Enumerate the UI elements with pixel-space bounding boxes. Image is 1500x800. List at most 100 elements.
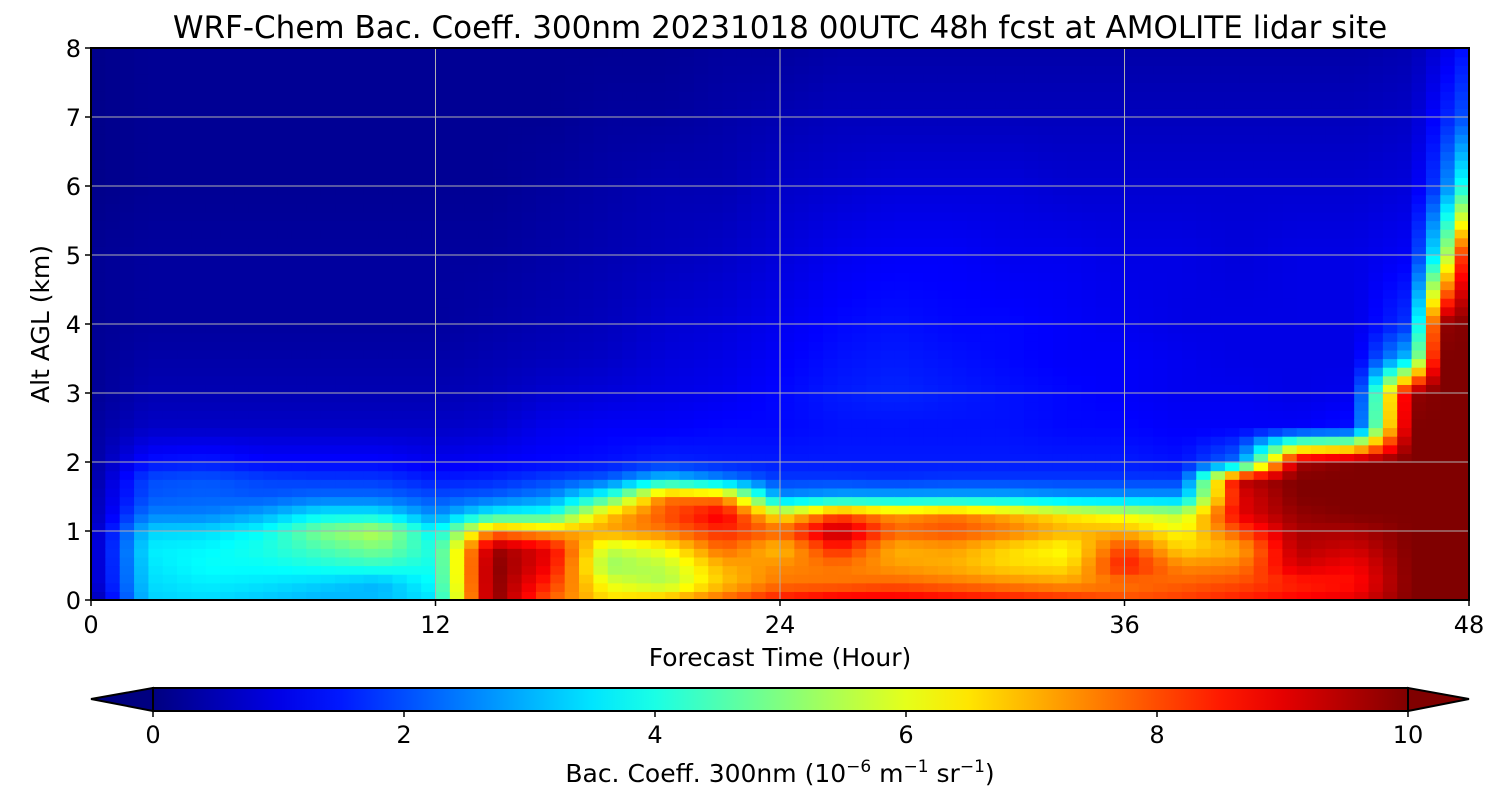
heatmap-cell xyxy=(808,582,824,592)
heatmap-cell xyxy=(134,341,150,351)
heatmap-cell xyxy=(363,453,379,463)
heatmap-cell xyxy=(564,237,580,247)
heatmap-cell xyxy=(148,229,164,239)
heatmap-cell xyxy=(1009,453,1025,463)
heatmap-cell xyxy=(1124,255,1140,265)
heatmap-cell xyxy=(966,220,982,230)
heatmap-cell xyxy=(378,444,394,454)
heatmap-cell xyxy=(679,332,695,342)
heatmap-cell xyxy=(1024,56,1039,66)
heatmap-cell xyxy=(837,255,853,265)
heatmap-cell xyxy=(191,237,207,247)
heatmap-cell xyxy=(1153,82,1169,92)
heatmap-cell xyxy=(335,220,350,230)
heatmap-cell xyxy=(837,211,853,222)
heatmap-cell xyxy=(636,82,652,92)
heatmap-cell xyxy=(665,384,681,394)
heatmap-cell xyxy=(1110,522,1126,532)
heatmap-cell xyxy=(91,384,106,394)
heatmap-cell xyxy=(191,332,207,342)
heatmap-cell xyxy=(564,315,580,325)
heatmap-cell xyxy=(1110,142,1126,153)
heatmap-cell xyxy=(507,142,523,153)
heatmap-cell xyxy=(622,401,638,411)
heatmap-cell xyxy=(1067,324,1083,334)
heatmap-cell xyxy=(765,548,781,558)
heatmap-cell xyxy=(220,349,236,360)
heatmap-cell xyxy=(937,427,953,437)
heatmap-cell xyxy=(449,220,465,230)
heatmap-cell xyxy=(177,99,193,109)
heatmap-cell xyxy=(1067,160,1083,170)
heatmap-cell xyxy=(234,444,250,454)
heatmap-cell xyxy=(1038,108,1054,118)
heatmap-cell xyxy=(636,384,652,394)
heatmap-cell xyxy=(880,65,896,75)
heatmap-cell xyxy=(449,56,465,66)
heatmap-cell xyxy=(607,522,623,532)
heatmap-cell xyxy=(1095,384,1111,394)
heatmap-cell xyxy=(291,556,307,567)
heatmap-cell xyxy=(966,522,982,532)
heatmap-cell xyxy=(923,82,939,92)
heatmap-cell xyxy=(406,220,422,230)
heatmap-cell xyxy=(593,280,609,291)
heatmap-cell xyxy=(837,48,853,58)
heatmap-cell xyxy=(421,108,437,118)
heatmap-cell xyxy=(564,375,580,385)
heatmap-cell xyxy=(937,237,953,247)
heatmap-cell xyxy=(794,410,810,420)
heatmap-cell xyxy=(1052,151,1068,161)
heatmap-cell xyxy=(1038,574,1054,584)
heatmap-cell xyxy=(435,237,451,247)
heatmap-cell xyxy=(263,65,279,75)
heatmap-cell xyxy=(1138,436,1154,446)
heatmap-cell xyxy=(1138,384,1154,394)
heatmap-cell xyxy=(349,375,365,385)
heatmap-cell xyxy=(535,272,551,282)
heatmap-cell xyxy=(952,444,968,454)
heatmap-cell xyxy=(1110,401,1126,411)
heatmap-cell xyxy=(808,65,824,75)
heatmap-cell xyxy=(966,427,982,437)
heatmap-cell xyxy=(794,134,810,144)
heatmap-cell xyxy=(421,393,437,403)
heatmap-cell xyxy=(593,125,609,135)
heatmap-cell xyxy=(507,99,523,109)
heatmap-cell xyxy=(665,531,681,541)
heatmap-cell xyxy=(952,332,968,342)
heatmap-cell xyxy=(708,349,724,360)
heatmap-cell xyxy=(708,324,724,334)
heatmap-cell xyxy=(837,272,853,282)
heatmap-cell xyxy=(435,324,451,334)
heatmap-cell xyxy=(1181,142,1197,153)
heatmap-cell xyxy=(378,496,394,506)
heatmap-cell xyxy=(636,134,652,144)
heatmap-cell xyxy=(535,384,551,394)
heatmap-cell xyxy=(248,453,264,463)
heatmap-cell xyxy=(952,186,968,196)
heatmap-cell xyxy=(894,401,910,411)
heatmap-cell xyxy=(1095,263,1111,273)
heatmap-cell xyxy=(564,229,580,239)
heatmap-cell xyxy=(722,177,738,187)
heatmap-cell xyxy=(894,194,910,204)
heatmap-cell xyxy=(191,91,207,101)
heatmap-cell xyxy=(435,211,451,222)
heatmap-cell xyxy=(1124,418,1140,429)
heatmap-cell xyxy=(866,151,882,161)
heatmap-cell xyxy=(248,289,264,299)
heatmap-cell xyxy=(937,332,953,342)
heatmap-cell xyxy=(205,255,221,265)
heatmap-cell xyxy=(177,255,193,265)
heatmap-cell xyxy=(478,99,494,109)
heatmap-cell xyxy=(722,496,738,506)
heatmap-cell xyxy=(1095,375,1111,385)
heatmap-cell xyxy=(320,73,336,84)
heatmap-cell xyxy=(134,99,150,109)
heatmap-cell xyxy=(923,211,939,222)
heatmap-cell xyxy=(1138,418,1154,429)
heatmap-cell xyxy=(564,177,580,187)
heatmap-cell xyxy=(435,263,451,273)
heatmap-cell xyxy=(248,160,264,170)
